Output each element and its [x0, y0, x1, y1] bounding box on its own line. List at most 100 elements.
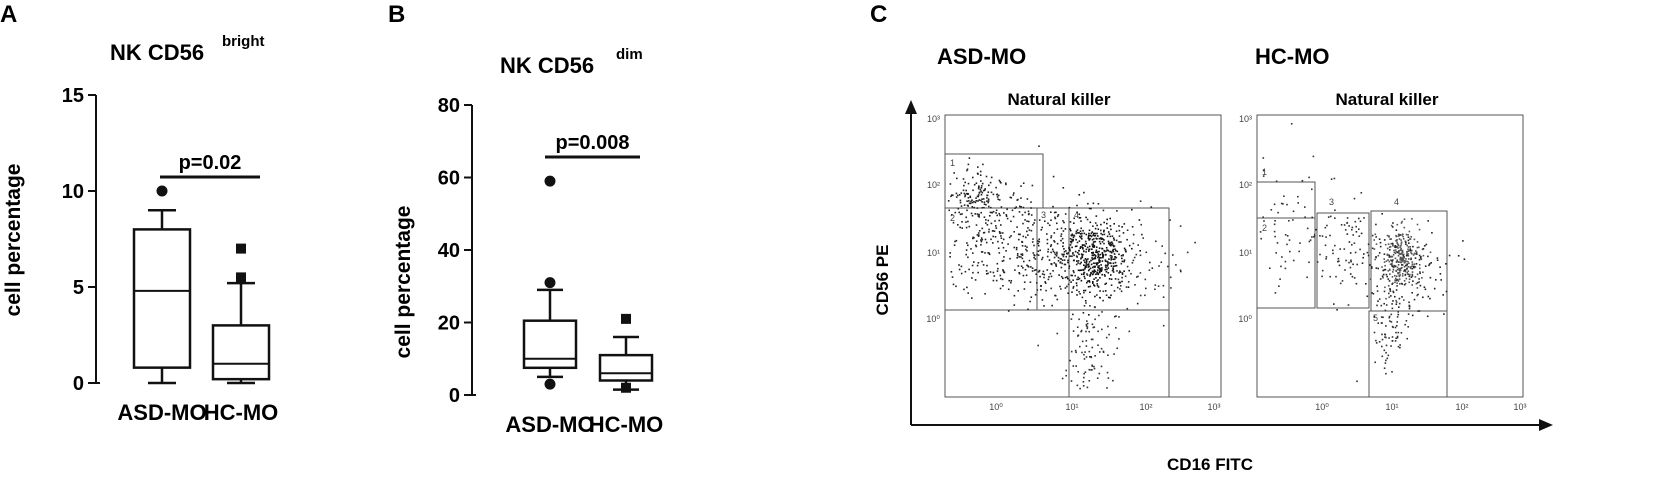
facs-event — [1085, 356, 1088, 358]
facs-event — [981, 260, 983, 263]
facs-event — [1135, 253, 1138, 256]
facs-event — [1358, 217, 1360, 220]
facs-event — [1378, 252, 1381, 254]
facs-event — [967, 220, 969, 223]
facs-event — [1005, 183, 1007, 186]
facs-event — [1401, 253, 1403, 256]
facs-event — [1046, 255, 1049, 258]
facs-event — [1069, 228, 1071, 230]
facs-event — [998, 219, 1000, 222]
facs-event — [1083, 191, 1085, 194]
facs-x-axis-label: CD16 FITC — [1167, 455, 1253, 474]
facs-event — [980, 211, 982, 214]
facs-event — [1401, 275, 1404, 277]
facs-event — [1363, 253, 1365, 255]
facs-event — [1047, 251, 1049, 253]
facs-event — [1087, 258, 1089, 260]
facs-event — [1098, 256, 1101, 259]
facs-event — [1088, 248, 1090, 251]
facs-event — [1355, 225, 1357, 228]
facs-event — [1026, 220, 1028, 222]
x-category-label: HC-MO — [204, 400, 279, 425]
facs-event — [987, 219, 990, 222]
facs-event — [1088, 281, 1091, 283]
facs-event — [1413, 265, 1415, 268]
facs-event — [1112, 250, 1114, 252]
facs-event — [1000, 277, 1002, 280]
facs-event — [1381, 338, 1384, 341]
facs-event — [1106, 260, 1108, 263]
facs-event — [1386, 254, 1389, 256]
facs-event — [1118, 316, 1120, 318]
facs-event — [1054, 217, 1057, 220]
facs-event — [1064, 263, 1067, 266]
facs-event — [1118, 225, 1120, 227]
facs-event — [1384, 268, 1387, 271]
facs-event — [1091, 243, 1093, 246]
facs-event — [983, 216, 986, 218]
facs-event — [1131, 247, 1133, 250]
facs-event — [996, 193, 998, 196]
facs-event — [1074, 245, 1077, 248]
facs-left-gate-label: 1 — [950, 158, 955, 168]
facs-event — [1316, 261, 1319, 263]
facs-event — [967, 205, 969, 207]
p-value-label: p=0.02 — [179, 152, 242, 174]
facs-event — [1100, 270, 1103, 272]
facs-event — [1388, 246, 1391, 248]
facs-event — [981, 191, 984, 194]
facs-event — [1057, 260, 1060, 262]
facs-event — [988, 205, 990, 208]
facs-event — [957, 194, 959, 197]
facs-event — [1179, 269, 1182, 272]
facs-event — [970, 248, 972, 250]
facs-event — [1315, 228, 1317, 231]
facs-event — [1395, 337, 1397, 339]
facs-event — [1398, 268, 1400, 270]
facs-event — [963, 204, 966, 206]
facs-event — [1395, 251, 1398, 253]
facs-event — [1027, 265, 1029, 267]
facs-event — [1304, 206, 1306, 208]
facs-event — [1076, 326, 1079, 328]
facs-event — [1088, 380, 1091, 382]
facs-event — [1078, 291, 1080, 293]
facs-event — [1092, 273, 1095, 275]
facs-event — [1018, 256, 1020, 258]
facs-event — [1311, 216, 1313, 219]
facs-x-tick: 10¹ — [1065, 402, 1078, 412]
facs-event — [995, 186, 997, 189]
facs-event — [1108, 244, 1111, 246]
facs-event — [1072, 279, 1074, 281]
facs-event — [992, 279, 995, 282]
facs-event — [1125, 286, 1128, 288]
facs-event — [1398, 269, 1401, 272]
facs-event — [1391, 265, 1394, 268]
facs-event — [1076, 289, 1078, 291]
facs-event — [1439, 266, 1441, 268]
facs-event — [1404, 260, 1407, 263]
facs-event — [1380, 316, 1383, 318]
facs-event — [965, 249, 968, 251]
facs-event — [1385, 297, 1387, 300]
panel-c: C ASD-MO HC-MO Natural killer Natural ki… — [870, 1, 1553, 474]
facs-event — [1416, 223, 1419, 226]
panel-b: B NK CD56 dim cell percentage 020406080A… — [388, 1, 663, 437]
facs-event — [1085, 345, 1088, 347]
facs-event — [1088, 261, 1091, 263]
facs-event — [1029, 281, 1032, 283]
facs-event — [1064, 228, 1067, 230]
facs-event — [1090, 272, 1093, 274]
facs-event — [1088, 265, 1091, 267]
facs-event — [1360, 192, 1363, 194]
facs-event — [976, 264, 979, 267]
facs-event — [1088, 232, 1090, 235]
facs-event — [1000, 237, 1003, 239]
facs-event — [1099, 271, 1101, 274]
facs-event — [1388, 337, 1390, 339]
facs-event — [1007, 288, 1010, 291]
facs-event — [977, 235, 980, 237]
facs-event — [1396, 316, 1399, 318]
facs-event — [1069, 255, 1071, 257]
facs-event — [1055, 263, 1057, 265]
